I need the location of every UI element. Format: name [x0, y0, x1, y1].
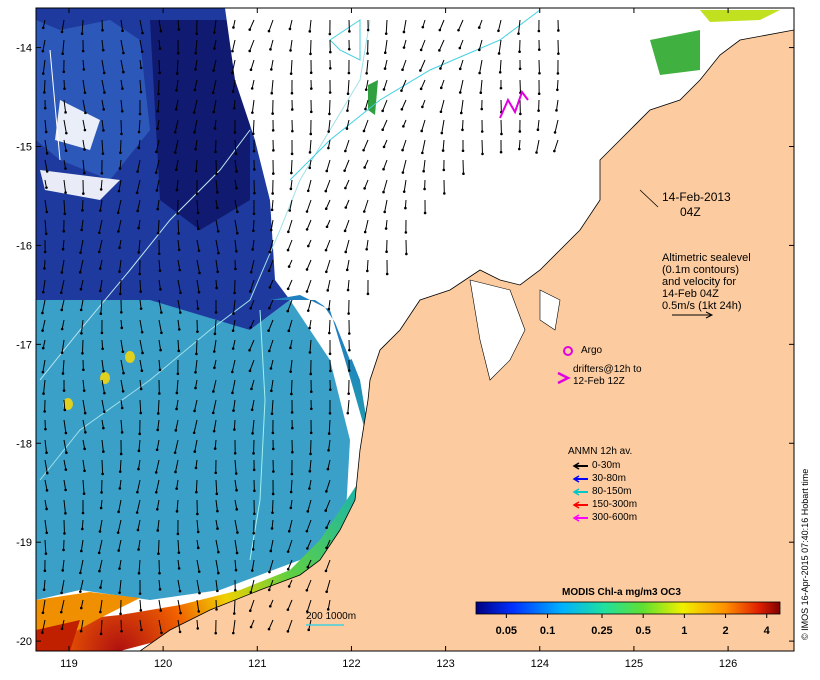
anmn-legend-arrows [572, 462, 588, 522]
colorbar-tick-label: 2 [722, 625, 728, 637]
colorbar-tick-label: 0.25 [591, 625, 612, 637]
lon-tick-label: 123 [436, 658, 454, 670]
contour-line [289, 9, 541, 181]
contour-line [39, 129, 251, 381]
drifter-legend-marker [557, 371, 571, 385]
anmn-item-label: 30-80m [592, 473, 626, 484]
anmn-arrowhead [572, 514, 580, 522]
contour-line [49, 49, 61, 161]
colorbar-ticks: 0.05 0.1 0.25 0.5 1 2 4 [496, 614, 771, 637]
anmn-item-label: 300-600m [592, 512, 638, 523]
lon-tick-label: 126 [719, 658, 737, 670]
coastal-chl-region [36, 295, 370, 651]
lat-tick-label: -17 [16, 339, 32, 351]
altimetry-line: and velocity for [662, 276, 736, 288]
argo-legend-marker [563, 346, 573, 356]
anmn-item-label: 0-30m [592, 460, 621, 471]
lat-tick-label: -14 [16, 43, 32, 55]
date-label: 14-Feb-2013 [662, 190, 731, 204]
altimetry-line: 14-Feb 04Z [662, 288, 719, 300]
lat-tick-label: -18 [16, 438, 32, 450]
altimetry-line: 0.5m/s (1kt 24h) [662, 300, 742, 312]
anmn-arrowhead [572, 501, 580, 509]
shelf-chl-region [36, 300, 350, 600]
lon-tick-label: 121 [248, 658, 266, 670]
velocity-arrows [41, 19, 560, 636]
contour-line [249, 309, 266, 561]
latitude-axis: -14 -15 -16 -17 -18 -19 -20 [16, 43, 794, 648]
lon-tick-label: 124 [531, 658, 549, 670]
anmn-arrowhead [572, 462, 580, 470]
altimetry-line: Altimetric sealevel [662, 252, 751, 264]
colorbar-tick-label: 4 [764, 625, 771, 637]
altimetry-legend: Altimetric sealevel (0.1m contours) and … [662, 252, 751, 312]
lat-tick-label: -16 [16, 240, 32, 252]
lon-tick-label: 122 [342, 658, 360, 670]
lon-tick-label: 119 [60, 658, 78, 670]
lat-tick-label: -19 [16, 537, 32, 549]
anmn-arrowhead [572, 488, 580, 496]
colorbar-tick-label: 1 [681, 625, 687, 637]
time-label: 04Z [680, 205, 701, 219]
anmn-title: ANMN 12h av. [568, 446, 633, 457]
contour-line [39, 19, 371, 481]
drifter-track [499, 89, 529, 119]
lon-tick-label: 120 [154, 658, 172, 670]
argo-label: Argo [581, 345, 603, 356]
depth-legend-label: 200 1000m [306, 611, 357, 622]
drifters-label-1: drifters@12h to [573, 364, 642, 375]
anmn-item-label: 80-150m [592, 486, 632, 497]
drifters-label-2: 12-Feb 12Z [573, 376, 625, 387]
colorbar-tick-label: 0.05 [496, 625, 517, 637]
lon-tick-label: 125 [625, 658, 643, 670]
colorbar-tick-label: 0.5 [636, 625, 651, 637]
contour-line [329, 19, 361, 61]
lat-tick-label: -20 [16, 636, 32, 648]
anmn-arrowhead [572, 475, 580, 483]
altimetry-line: (0.1m contours) [662, 264, 740, 276]
colorbar-tick-label: 0.1 [540, 625, 555, 637]
credit-label: © IMOS 16-Apr-2015 07:40:16 Hobart time [800, 468, 810, 640]
longitude-axis: 119 120 121 122 123 124 125 126 [60, 8, 737, 670]
colorbar-title: MODIS Chl-a mg/m3 OC3 [562, 587, 681, 598]
lat-tick-label: -15 [16, 141, 32, 153]
map-panel [36, 8, 794, 651]
anmn-item-label: 150-300m [592, 499, 638, 510]
map-frame [35, 7, 795, 652]
land-mass [139, 29, 794, 651]
colorbar [475, 601, 781, 615]
